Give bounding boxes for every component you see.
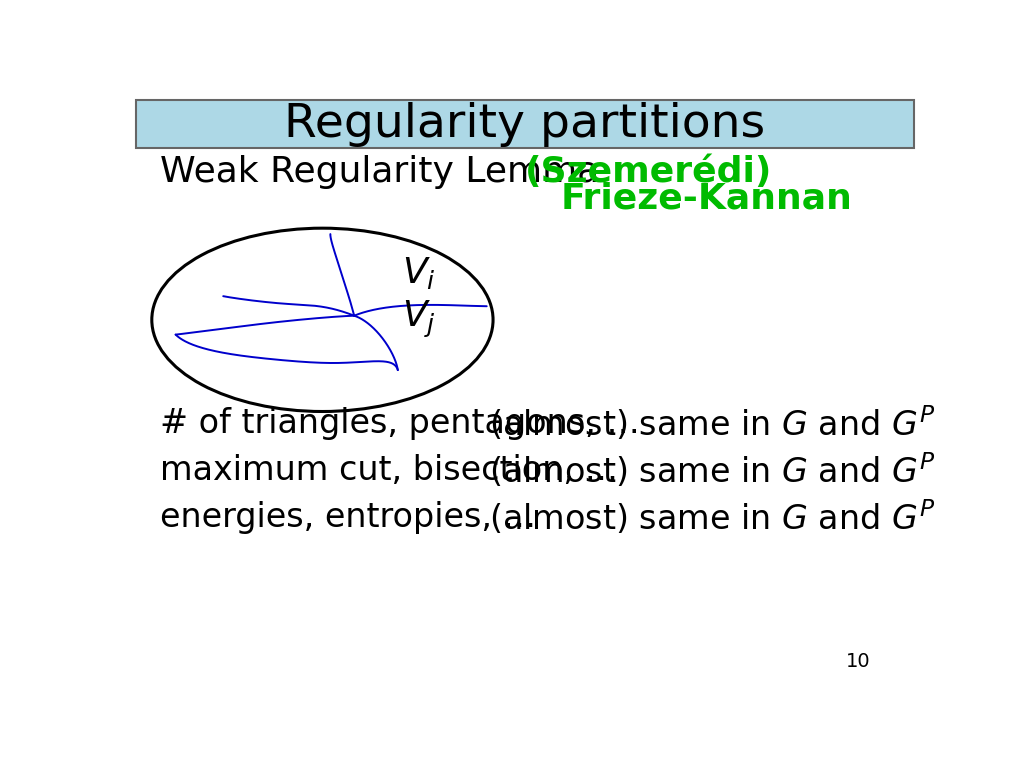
Ellipse shape [152, 228, 494, 412]
Text: Frieze-Kannan: Frieze-Kannan [560, 181, 852, 216]
Text: (almost) same in $G$ and $G^P$: (almost) same in $G$ and $G^P$ [489, 404, 936, 442]
Text: $V_i$: $V_i$ [401, 254, 435, 290]
Text: Weak Regularity Lemma: Weak Regularity Lemma [160, 155, 599, 189]
FancyBboxPatch shape [136, 100, 913, 148]
Text: (almost) same in $G$ and $G^P$: (almost) same in $G$ and $G^P$ [489, 498, 936, 538]
Text: # of triangles, pentagons, …: # of triangles, pentagons, … [160, 407, 640, 440]
Text: 10: 10 [846, 651, 870, 670]
Text: (Szemerédi): (Szemerédi) [524, 155, 772, 189]
Text: (almost) same in $G$ and $G^P$: (almost) same in $G$ and $G^P$ [489, 452, 936, 490]
Text: Regularity partitions: Regularity partitions [285, 101, 765, 147]
Text: $V_j$: $V_j$ [401, 300, 435, 340]
Text: maximum cut, bisection, …: maximum cut, bisection, … [160, 454, 617, 487]
Text: energies, entropies, …: energies, entropies, … [160, 502, 536, 535]
